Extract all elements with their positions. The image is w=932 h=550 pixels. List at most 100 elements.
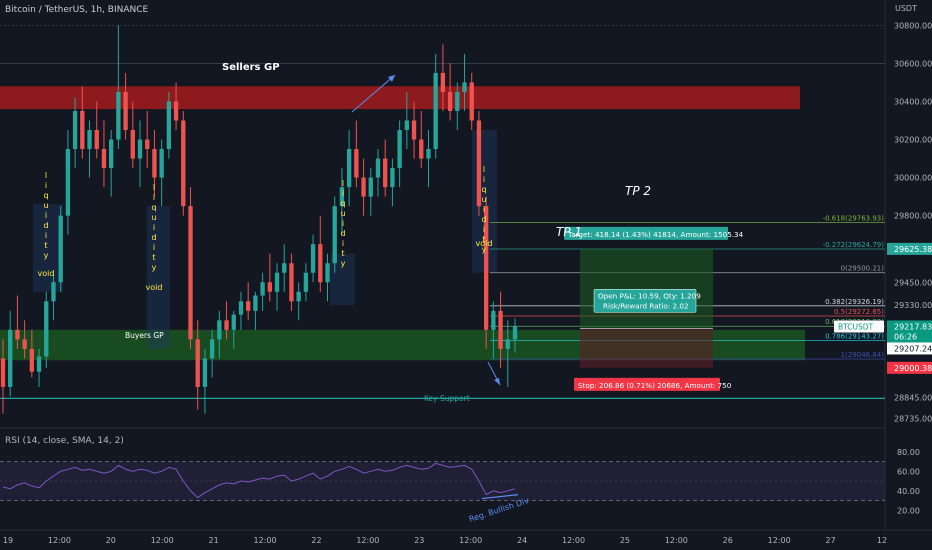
- candle-body: [246, 301, 251, 311]
- candle-body: [426, 149, 431, 159]
- liquidity-void-box: [147, 206, 170, 349]
- stop-label-bg: [574, 377, 720, 391]
- tp2-label: TP 2: [625, 184, 651, 198]
- candle-body: [29, 348, 35, 372]
- candle-body: [188, 206, 193, 340]
- candle-body: [368, 177, 373, 197]
- liquidity-letter: i: [45, 211, 47, 220]
- candle-body: [137, 139, 143, 159]
- buyers-gp-label: Buyers GP: [125, 331, 164, 340]
- candle-body: [318, 244, 323, 283]
- candle-body: [195, 339, 200, 387]
- time-tick: 20: [106, 536, 116, 545]
- price-tag-bg: [887, 330, 932, 343]
- candle-body: [116, 91, 121, 140]
- time-tick: 12:00: [665, 536, 688, 545]
- time-tick: 12:00: [562, 536, 585, 545]
- time-tick: 12:00: [254, 536, 277, 545]
- price-tick: 28735.00: [894, 414, 932, 423]
- time-tick: 22: [311, 536, 321, 545]
- liquidity-letter: u: [481, 195, 486, 204]
- symbol-tag-bg: [834, 320, 884, 333]
- candle-body: [202, 358, 208, 387]
- price-tag-bg: [887, 242, 932, 255]
- rsi-tick: 60.00: [897, 467, 920, 476]
- candle-body: [109, 139, 114, 169]
- candle-body: [282, 263, 287, 273]
- rr-label: Risk/Reward Ratio: 2.02: [603, 301, 689, 310]
- candle-body: [303, 272, 309, 292]
- fib-label: -0.618(29763.93): [823, 215, 885, 223]
- candle-body: [209, 339, 215, 359]
- liquidity-letter: t: [152, 253, 155, 262]
- price-tick: 30200.00: [894, 136, 932, 145]
- liquidity-letter: q: [151, 203, 156, 212]
- candle-body: [440, 72, 446, 92]
- candles: [0, 25, 518, 414]
- price-tick: 30000.00: [894, 174, 932, 183]
- candle-body: [339, 187, 345, 207]
- price-tag: 29000.38: [894, 364, 932, 373]
- liquidity-letter: d: [43, 221, 48, 230]
- price-tag-bg: [887, 342, 932, 355]
- time-tick: 19: [3, 536, 13, 545]
- candle-body: [181, 120, 186, 207]
- candle-body: [447, 91, 453, 111]
- candle-body: [469, 82, 474, 121]
- arrow-up-line: [351, 74, 396, 113]
- candle-body: [44, 301, 49, 357]
- candle-body: [130, 130, 135, 159]
- liquidity-letter: q: [340, 199, 345, 208]
- stop-label: Stop: 206.86 (0.71%) 20686, Amount: 750: [578, 381, 732, 390]
- liquidity-letter: i: [342, 239, 344, 248]
- candle-body: [483, 206, 489, 330]
- candle-body: [22, 339, 27, 349]
- candle-body: [231, 314, 236, 330]
- time-tick: 12:00: [48, 536, 71, 545]
- price-tick: 30800.00: [894, 21, 932, 30]
- liquidity-letter: y: [44, 251, 49, 260]
- liquidity-letter: t: [482, 235, 485, 244]
- candle-body: [296, 291, 301, 302]
- liquidity-letter: i: [342, 219, 344, 228]
- liquidity-letter: i: [45, 181, 47, 190]
- price-tag-bg: [887, 320, 932, 333]
- liquidity-letter: u: [340, 209, 345, 218]
- liquidity-letter: i: [342, 189, 344, 198]
- rsi-tick: 20.00: [897, 506, 920, 515]
- liquidity-letter: i: [483, 225, 485, 234]
- candle-body: [512, 326, 518, 340]
- candle-body: [462, 82, 467, 92]
- fib-label: 0.5(29272.65): [834, 308, 884, 316]
- price-tag: 29217.83: [894, 322, 932, 331]
- time-tick: 24: [517, 536, 527, 545]
- candle-body: [152, 149, 157, 178]
- liquidity-letter: q: [481, 185, 486, 194]
- candle-body: [65, 149, 71, 216]
- liquidity-letter: t: [341, 249, 344, 258]
- price-tick: 30600.00: [894, 59, 932, 68]
- candle-body: [145, 139, 150, 150]
- candle-body: [36, 356, 42, 372]
- tp1-label: TP 1: [556, 225, 582, 239]
- candle-body: [505, 339, 510, 349]
- key-support-label: Key Support: [424, 394, 470, 403]
- candle-body: [476, 120, 482, 207]
- candle-body: [51, 282, 56, 302]
- position-tool[interactable]: Target: 418.14 (1.43%) 41814, Amount: 15…: [564, 226, 744, 391]
- candle-body: [361, 177, 366, 197]
- candle-body: [72, 110, 78, 150]
- price-tick: 30400.00: [894, 97, 932, 106]
- liquidity-letter: q: [43, 191, 48, 200]
- candle-body: [332, 206, 337, 264]
- liquidity-letter: i: [153, 223, 155, 232]
- pnl-label: Open P&L: 10.59, Qty: 1.209: [598, 291, 701, 300]
- divergence-line: [481, 494, 519, 500]
- profit-zone: [580, 248, 713, 329]
- liquidity-letter: u: [151, 213, 156, 222]
- rsi-tick: 80.00: [897, 448, 920, 457]
- fib-label: 0(29500.21): [841, 265, 885, 273]
- liquidity-letter: y: [482, 245, 487, 254]
- time-tick: 12:00: [356, 536, 379, 545]
- candle-body: [123, 91, 128, 130]
